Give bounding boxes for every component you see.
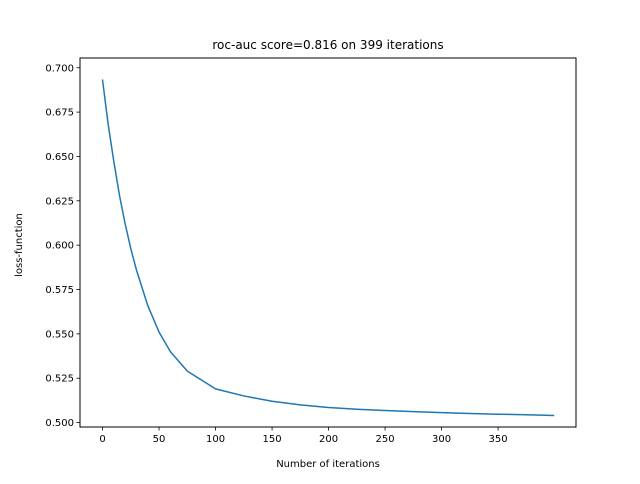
y-tick-label: 0.500 [45, 418, 74, 429]
y-axis: 0.500 0.525 0.550 0.575 0.600 0.625 0.650 0.675… [45, 63, 80, 429]
y-tick-label: 0.675 [45, 108, 74, 119]
y-tick-label: 0.700 [45, 63, 74, 74]
loss-line [101, 79, 555, 417]
y-axis-label: loss-function [14, 213, 25, 277]
x-tick-label: 200 [319, 434, 338, 445]
y-tick-label: 0.550 [45, 329, 74, 340]
axes-frame [79, 57, 577, 428]
x-axis-label: Number of iterations [276, 459, 380, 470]
y-tick-label: 0.625 [45, 196, 74, 207]
x-tick-label: 350 [489, 434, 508, 445]
y-tick-label: 0.650 [45, 152, 74, 163]
y-tick-label: 0.600 [45, 241, 74, 252]
y-tick-label: 0.525 [45, 374, 74, 385]
x-tick-label: 100 [206, 434, 225, 445]
x-tick-label: 150 [263, 434, 282, 445]
plot-area [101, 79, 555, 417]
x-axis: 0 50 100 150 200 250 300 350 [99, 427, 508, 445]
x-tick-label: 300 [432, 434, 451, 445]
y-tick-label: 0.575 [45, 285, 74, 296]
x-tick-label: 0 [99, 434, 105, 445]
chart-title: roc-auc score=0.816 on 399 iterations [212, 38, 443, 52]
x-tick-label: 50 [153, 434, 166, 445]
x-tick-label: 250 [376, 434, 395, 445]
